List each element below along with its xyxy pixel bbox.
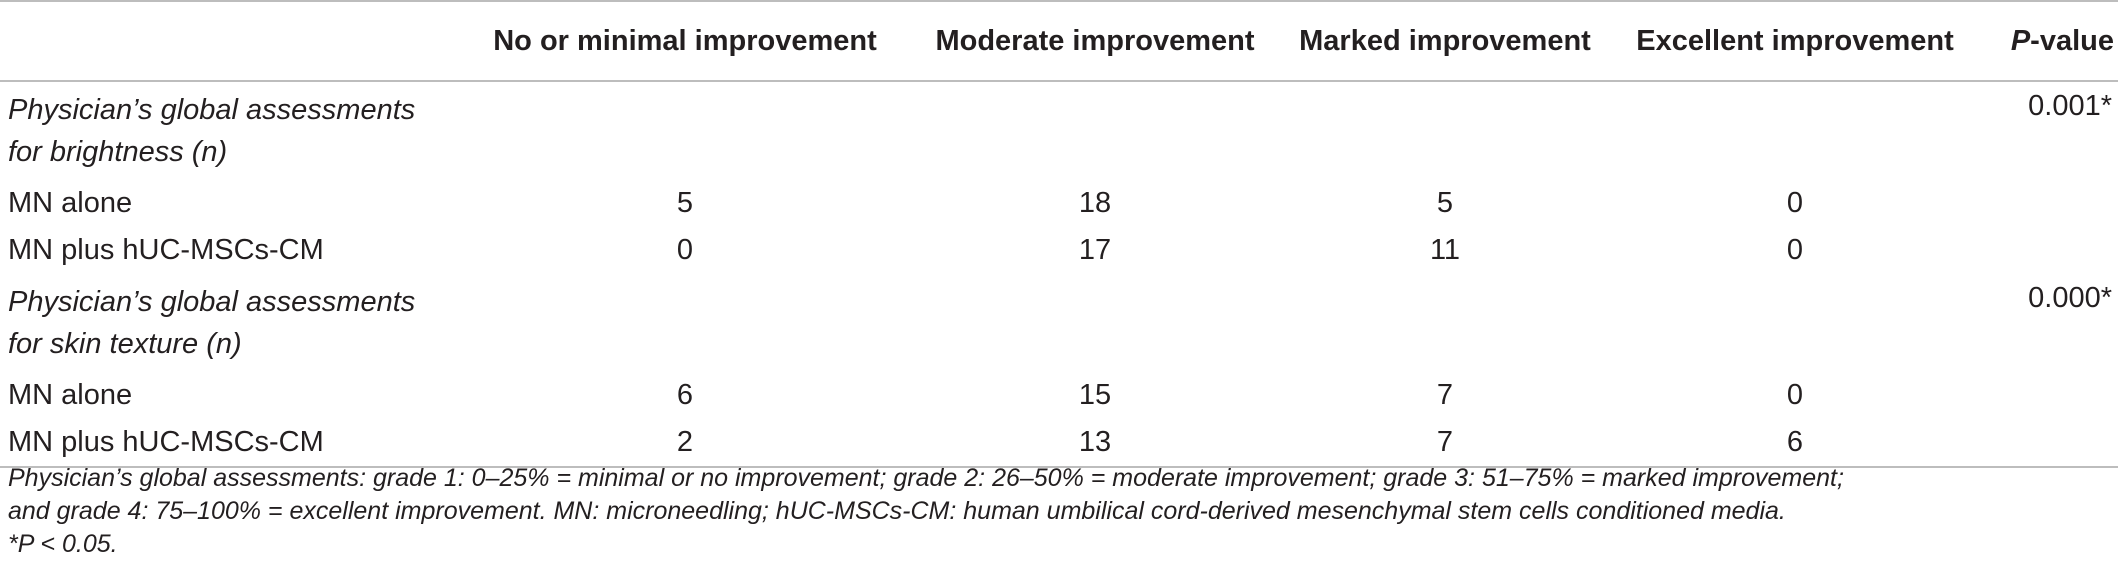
header-no-or-minimal-improvement: No or minimal improvement: [493, 24, 877, 57]
results-table: No or minimal improvement Moderate impro…: [0, 1, 2118, 467]
row-label: MN plus hUC-MSCs-CM: [8, 234, 324, 266]
section-title-line1: Physician’s global assessments: [8, 94, 416, 126]
cell-excellent: 0: [1786, 234, 1804, 266]
header-marked-improvement: Marked improvement: [1299, 24, 1591, 57]
cell-marked: 7: [1436, 379, 1454, 411]
table-row: MN plus hUC-MSCs-CM 2 13 7 6: [0, 419, 2118, 467]
cell-no-or-minimal: 2: [676, 426, 694, 458]
empty-cell: [1270, 81, 1620, 180]
cell-marked: 7: [1436, 426, 1454, 458]
header-empty-cell: [0, 1, 450, 81]
footnote-line-2: and grade 4: 75–100% = excellent improve…: [8, 497, 1786, 525]
cell-moderate: 17: [1078, 234, 1112, 266]
table-header: No or minimal improvement Moderate impro…: [0, 1, 2118, 81]
p-value-brightness: 0.001*: [2028, 90, 2112, 122]
empty-cell: [1270, 274, 1620, 372]
results-table-container: No or minimal improvement Moderate impro…: [0, 1, 2118, 467]
empty-cell: [920, 274, 1270, 372]
header-excellent-improvement: Excellent improvement: [1636, 24, 1954, 57]
table-row: MN plus hUC-MSCs-CM 0 17 11 0: [0, 227, 2118, 274]
empty-cell: [1970, 419, 2118, 467]
empty-cell: [1970, 227, 2118, 274]
table-footnote: Physician’s global assessments: grade 1:…: [8, 462, 2108, 561]
cell-marked: 5: [1436, 187, 1454, 219]
empty-cell: [1620, 274, 1970, 372]
cell-excellent: 0: [1786, 187, 1804, 219]
section-title-skin-texture: Physician’s global assessments for skin …: [0, 274, 450, 372]
row-label: MN alone: [8, 379, 133, 411]
p-value-skin-texture: 0.000*: [2028, 282, 2112, 314]
cell-moderate: 18: [1078, 187, 1112, 219]
section-title-line1: Physician’s global assessments: [8, 286, 416, 318]
section-title-row-brightness: Physician’s global assessments for brigh…: [0, 81, 2118, 180]
cell-moderate: 13: [1078, 426, 1112, 458]
cell-excellent: 0: [1786, 379, 1804, 411]
cell-excellent: 6: [1786, 426, 1804, 458]
empty-cell: [920, 81, 1270, 180]
section-title-line2: for skin texture (n): [8, 328, 242, 360]
section-title-row-skin-texture: Physician’s global assessments for skin …: [0, 274, 2118, 372]
footnote-line-1: Physician’s global assessments: grade 1:…: [8, 464, 1844, 492]
footnote-significance: *P < 0.05.: [8, 530, 118, 558]
header-p-value: P-value: [1970, 1, 2118, 81]
empty-cell: [1620, 81, 1970, 180]
cell-no-or-minimal: 0: [676, 234, 694, 266]
table-row: MN alone 6 15 7 0: [0, 372, 2118, 419]
cell-no-or-minimal: 6: [676, 379, 694, 411]
cell-moderate: 15: [1078, 379, 1112, 411]
row-label: MN alone: [8, 187, 133, 219]
header-moderate-improvement: Moderate improvement: [935, 24, 1255, 57]
p-value-italic-p: P: [2010, 24, 2031, 57]
row-label: MN plus hUC-MSCs-CM: [8, 426, 324, 458]
table-body: Physician’s global assessments for brigh…: [0, 81, 2118, 467]
p-value-suffix: -value: [2030, 24, 2114, 57]
section-title-line2: for brightness (n): [8, 136, 228, 168]
cell-no-or-minimal: 5: [676, 187, 694, 219]
table-row: MN alone 5 18 5 0: [0, 180, 2118, 227]
empty-cell: [450, 274, 920, 372]
header-row: No or minimal improvement Moderate impro…: [0, 1, 2118, 81]
empty-cell: [1970, 180, 2118, 227]
section-title-brightness: Physician’s global assessments for brigh…: [0, 81, 450, 180]
empty-cell: [450, 81, 920, 180]
empty-cell: [1970, 372, 2118, 419]
cell-marked: 11: [1429, 234, 1461, 266]
